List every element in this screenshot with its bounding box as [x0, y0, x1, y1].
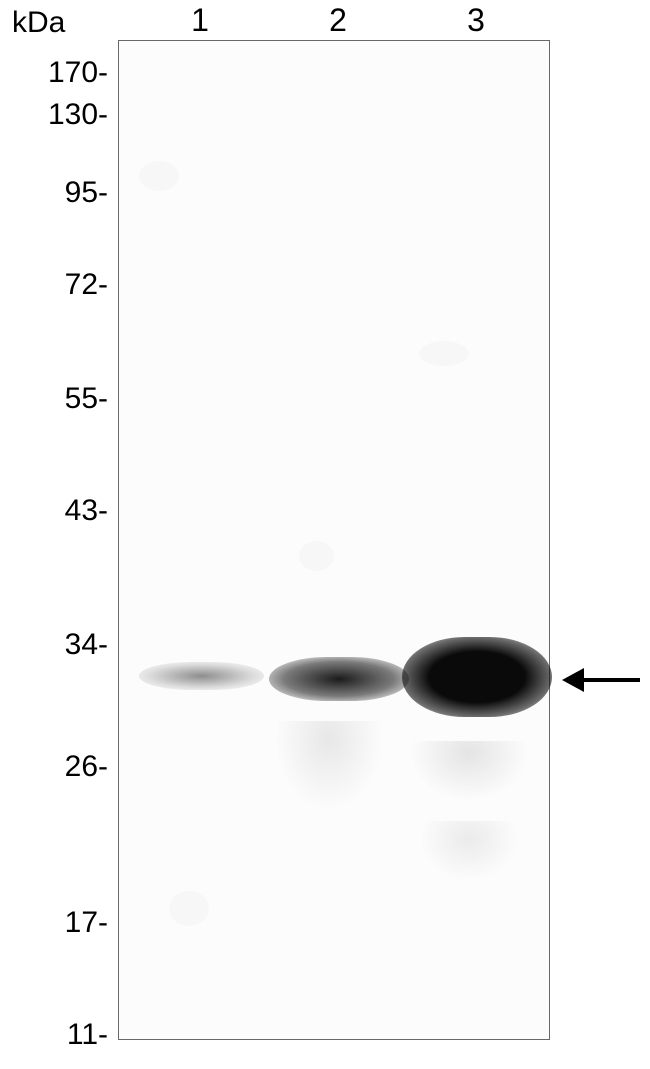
- target-arrow-line: [582, 678, 640, 682]
- marker-26: 26-: [0, 750, 108, 784]
- smear-lane2: [274, 721, 384, 811]
- marker-43: 43-: [0, 494, 108, 528]
- bg-noise: [419, 341, 469, 366]
- marker-17: 17-: [0, 906, 108, 940]
- unit-label: kDa: [12, 6, 65, 40]
- marker-95: 95-: [0, 176, 108, 210]
- figure-container: kDa 1 2 3 170- 130- 95- 72- 55- 43- 34- …: [0, 0, 650, 1069]
- marker-55: 55-: [0, 382, 108, 416]
- smear-lane3a: [409, 741, 529, 801]
- blot-membrane: [118, 40, 550, 1040]
- lane-label-3: 3: [446, 2, 506, 39]
- bg-noise: [299, 541, 334, 571]
- bg-noise: [139, 161, 179, 191]
- smear-lane3b: [419, 821, 519, 881]
- lane-label-2: 2: [308, 2, 368, 39]
- marker-34: 34-: [0, 628, 108, 662]
- band-lane3: [402, 637, 552, 717]
- marker-170: 170-: [0, 56, 108, 90]
- bg-noise: [169, 891, 209, 926]
- band-lane1: [139, 662, 264, 690]
- marker-11: 11-: [0, 1018, 108, 1052]
- band-lane2: [269, 657, 409, 701]
- lane-label-1: 1: [170, 2, 230, 39]
- marker-72: 72-: [0, 268, 108, 302]
- marker-130: 130-: [0, 98, 108, 132]
- target-arrow-head: [562, 668, 584, 692]
